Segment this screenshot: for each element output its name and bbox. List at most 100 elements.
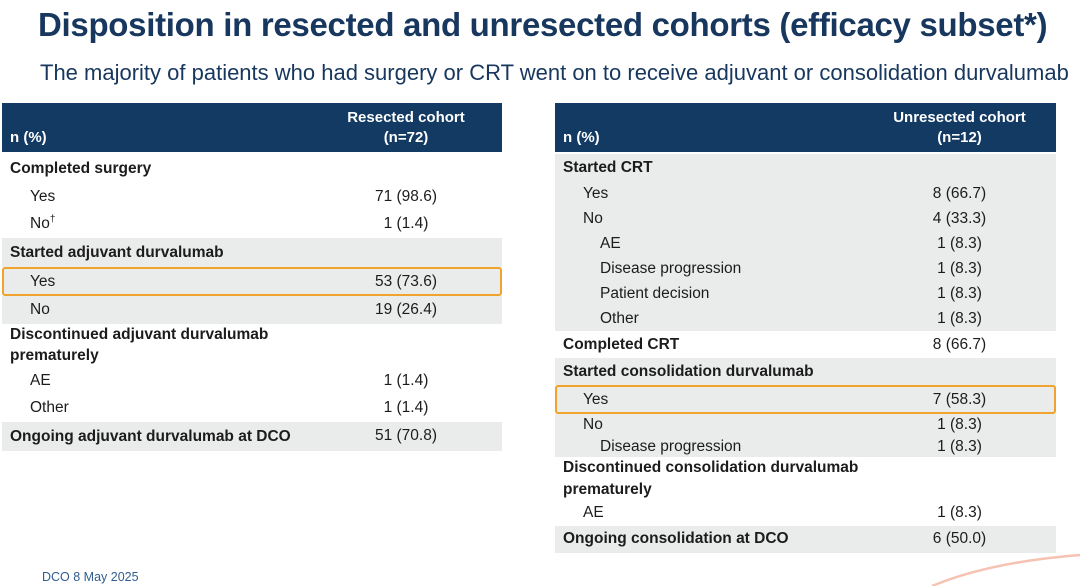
table-row: Completed CRT 8 (66.7): [555, 331, 1056, 358]
row-label-text: Disease progression: [600, 259, 742, 277]
row-value: 1 (8.3): [937, 309, 982, 327]
row-value: 51 (70.8): [374, 427, 438, 445]
row-label-text: Started adjuvant durvalumab: [10, 243, 224, 261]
row-label-text: Completed CRT: [563, 335, 680, 353]
table-row: Ongoing consolidation at DCO 6 (50.0): [555, 525, 1056, 553]
row-value: 8 (66.7): [932, 184, 987, 202]
table-row: Yes 71 (98.6): [2, 183, 502, 211]
table-row: AE 1 (8.3): [555, 501, 1056, 526]
row-value: 8 (66.7): [932, 335, 987, 353]
table-row: Started consolidation durvalumab: [555, 358, 1056, 385]
row-label: Disease progression: [555, 258, 863, 280]
row-label: Patient decision: [555, 283, 863, 305]
row-label-text: Yes: [30, 272, 56, 290]
row-label-text: AE: [583, 504, 604, 522]
table-row: Other 1 (8.3): [555, 306, 1056, 331]
slide-title: Disposition in resected and unresected c…: [38, 6, 1048, 43]
row-value: 1 (8.3): [937, 234, 982, 252]
header-cohort-label: Resected cohort (n=72): [347, 109, 465, 146]
table-row: AE 1 (1.4): [2, 367, 502, 395]
row-label-text: Ongoing adjuvant durvalumab at DCO: [10, 427, 291, 445]
table-row: Discontinued adjuvant durvalumab prematu…: [2, 324, 502, 367]
row-value: 1 (1.4): [383, 371, 429, 389]
dagger-footnote-marker: †: [49, 214, 56, 226]
row-label: AE: [555, 502, 863, 524]
row-label-text: Discontinued adjuvant durvalumab prematu…: [10, 325, 269, 365]
table-row: Yes 53 (73.6): [2, 267, 502, 296]
row-label: Yes: [555, 389, 863, 411]
table-row: No 4 (33.3): [555, 206, 1056, 231]
row-label-text: Completed surgery: [10, 159, 152, 177]
row-label: Other: [555, 308, 863, 330]
table-body: Started CRT Yes 8 (66.7) No 4 (33.3) AE 1 (8.3…: [555, 154, 1056, 553]
row-label-text: AE: [30, 371, 51, 389]
row-label: Started consolidation durvalumab: [555, 361, 863, 383]
row-label-text: Yes: [583, 390, 609, 408]
row-label-text: Started consolidation durvalumab: [563, 362, 814, 380]
row-label: Started CRT: [555, 157, 863, 179]
row-label: Discontinued adjuvant durvalumab prematu…: [2, 324, 310, 367]
row-label: Completed surgery: [2, 158, 310, 180]
table-row: No 19 (26.4): [2, 296, 502, 324]
row-label-text: Other: [30, 399, 69, 417]
row-value: 71 (98.6): [374, 187, 438, 205]
resected-cohort-table: n (%) Resected cohort (n=72) Completed s…: [2, 103, 502, 451]
table-row: Other 1 (1.4): [2, 394, 502, 422]
table-header: n (%) Unresected cohort (n=12): [555, 103, 1056, 152]
table-header: n (%) Resected cohort (n=72): [2, 103, 502, 152]
row-label: Discontinued consolidation durvalumab pr…: [555, 457, 863, 500]
table-row: Started CRT: [555, 154, 1056, 181]
row-label: Started adjuvant durvalumab: [2, 242, 310, 264]
table-row: Patient decision 1 (8.3): [555, 281, 1056, 306]
row-label-text: No: [583, 416, 603, 433]
row-label-text: No: [30, 215, 50, 233]
row-value: 1 (8.3): [937, 284, 982, 302]
row-label: Yes: [2, 186, 310, 208]
row-value: 1 (8.3): [937, 259, 982, 277]
row-label: Yes: [2, 271, 310, 293]
unresected-cohort-table: n (%) Unresected cohort (n=12) Started C…: [555, 103, 1056, 553]
table-row: Discontinued consolidation durvalumab pr…: [555, 457, 1056, 500]
header-cohort-label: Unresected cohort (n=12): [893, 109, 1026, 146]
row-value: 1 (1.4): [383, 215, 429, 233]
row-label: Other: [2, 397, 310, 419]
row-label: AE: [555, 233, 863, 255]
table-row: Completed surgery: [2, 154, 502, 183]
row-label: AE: [2, 370, 310, 392]
header-n-percent-label: n (%): [563, 129, 600, 146]
table-row: No 1 (8.3): [555, 414, 1056, 436]
row-label: No: [2, 299, 310, 321]
row-value: 1 (8.3): [937, 415, 982, 433]
table-row: Yes 7 (58.3): [555, 385, 1056, 414]
table-body: Completed surgery Yes 71 (98.6) No† 1 (1.4) S…: [2, 154, 502, 451]
row-value: 1 (1.4): [383, 399, 429, 417]
table-row: Yes 8 (66.7): [555, 181, 1056, 206]
slide-subtitle: The majority of patients who had surgery…: [40, 60, 1069, 85]
row-label-text: Started CRT: [563, 158, 653, 176]
row-label-text: Discontinued consolidation durvalumab pr…: [563, 459, 859, 499]
table-row: Disease progression 1 (8.3): [555, 256, 1056, 281]
row-label-text: Other: [600, 309, 639, 327]
row-value: 1 (8.3): [937, 437, 982, 455]
table-row: Started adjuvant durvalumab: [2, 238, 502, 267]
table-row: Ongoing adjuvant durvalumab at DCO 51 (70…: [2, 421, 502, 451]
table-row: Disease progression 1 (8.3): [555, 435, 1056, 458]
row-label: No†: [2, 213, 310, 235]
table-row: No† 1 (1.4): [2, 211, 502, 239]
row-label: Completed CRT: [555, 334, 863, 356]
row-label-text: Patient decision: [600, 284, 710, 302]
row-label: No: [555, 414, 863, 436]
row-value: 53 (73.6): [374, 272, 438, 290]
header-n-percent-label: n (%): [10, 129, 47, 146]
row-label: Disease progression: [555, 436, 863, 458]
row-label-text: Ongoing consolidation at DCO: [563, 530, 789, 548]
row-label-text: Yes: [583, 184, 609, 202]
row-label-text: No: [30, 300, 50, 318]
row-label-text: AE: [600, 234, 621, 252]
corner-ribbon-decoration-icon: [931, 553, 1080, 586]
row-value: 6 (50.0): [932, 530, 987, 548]
table-row: AE 1 (8.3): [555, 231, 1056, 256]
dco-date-footnote: DCO 8 May 2025: [42, 570, 139, 584]
row-value: 1 (8.3): [937, 504, 982, 522]
